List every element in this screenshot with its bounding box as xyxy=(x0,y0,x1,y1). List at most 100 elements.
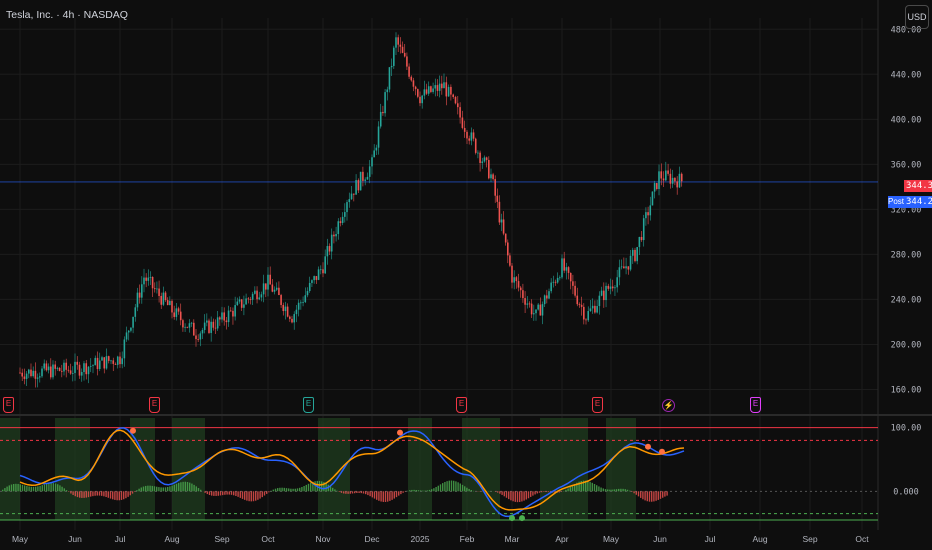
histogram-bar xyxy=(178,482,180,492)
candle-body xyxy=(543,295,546,305)
candle-body xyxy=(219,317,221,320)
candle-body xyxy=(34,370,37,379)
histogram-bar xyxy=(589,481,591,492)
histogram-bar xyxy=(50,483,52,492)
candle-body xyxy=(166,300,169,306)
candle-body xyxy=(362,171,364,181)
candle-body xyxy=(188,323,191,328)
lightning-event-icon[interactable]: ⚡ xyxy=(662,399,675,412)
candle-body xyxy=(656,183,658,189)
candle-body xyxy=(315,276,318,280)
candle-body xyxy=(107,356,110,361)
histogram-bar xyxy=(334,489,336,492)
histogram-bar xyxy=(136,490,138,492)
histogram-bar xyxy=(371,491,373,498)
histogram-bar xyxy=(644,491,646,501)
histogram-bar xyxy=(116,491,118,501)
histogram-bar xyxy=(169,486,171,492)
histogram-bar xyxy=(59,485,61,492)
candle-body xyxy=(488,159,490,179)
histogram-bar xyxy=(442,483,444,492)
earnings-event-icon[interactable]: E xyxy=(3,397,14,413)
candle-body xyxy=(337,221,340,235)
histogram-bar xyxy=(277,488,279,492)
candle-body xyxy=(410,76,413,81)
histogram-bar xyxy=(241,491,244,499)
histogram-bar xyxy=(530,491,532,497)
histogram-bar xyxy=(301,487,303,492)
candle-body xyxy=(537,304,539,310)
candle-body xyxy=(526,303,529,305)
histogram-bar xyxy=(532,491,534,496)
histogram-bar xyxy=(543,491,545,493)
histogram-bar xyxy=(219,491,222,496)
x-tick-label: Sep xyxy=(214,534,229,544)
histogram-bar xyxy=(41,485,43,492)
candle-body xyxy=(297,302,300,310)
earnings-event-icon[interactable]: E xyxy=(750,397,761,413)
candle-body xyxy=(647,212,649,216)
candle-body xyxy=(454,96,457,104)
histogram-bar xyxy=(158,487,160,492)
histogram-bar xyxy=(596,485,598,492)
candle-body xyxy=(591,305,594,309)
candle-body xyxy=(132,316,134,328)
candle-body xyxy=(240,299,243,308)
earnings-event-icon[interactable]: E xyxy=(149,397,160,413)
histogram-bar xyxy=(112,491,114,500)
histogram-bar xyxy=(76,491,79,498)
x-tick-label: Oct xyxy=(261,534,275,544)
histogram-bar xyxy=(602,488,604,492)
candle-body xyxy=(112,360,115,364)
candle-body xyxy=(533,313,535,315)
candle-body xyxy=(63,362,65,372)
candle-body xyxy=(238,299,241,302)
histogram-bar xyxy=(215,491,217,496)
candle-body xyxy=(201,329,204,334)
histogram-bar xyxy=(356,491,358,494)
histogram-bar xyxy=(582,480,585,492)
candle-body xyxy=(229,310,232,312)
candle-body xyxy=(669,173,672,184)
histogram-bar xyxy=(186,481,189,492)
histogram-bar xyxy=(321,481,323,492)
candle-body xyxy=(271,284,274,292)
candle-body xyxy=(364,179,366,181)
histogram-bar xyxy=(74,491,76,497)
histogram-bar xyxy=(79,491,81,498)
histogram-bar xyxy=(450,480,453,492)
histogram-bar xyxy=(184,481,186,492)
candle-body xyxy=(556,277,559,283)
candle-body xyxy=(421,95,423,104)
candle-body xyxy=(406,56,408,67)
currency-button[interactable]: USD xyxy=(905,5,929,29)
histogram-bar xyxy=(288,488,290,492)
candle-body xyxy=(461,117,464,128)
candle-body xyxy=(80,372,83,376)
candle-body xyxy=(130,327,132,331)
candle-body xyxy=(502,219,505,234)
candle-body xyxy=(149,276,152,278)
candle-body xyxy=(284,306,287,312)
histogram-bar xyxy=(294,488,296,492)
earnings-event-icon[interactable]: E xyxy=(456,397,467,413)
candle-body xyxy=(300,302,302,304)
candle-body xyxy=(649,205,652,216)
candle-body xyxy=(395,37,397,48)
histogram-bar xyxy=(508,491,510,500)
candle-body xyxy=(328,246,331,252)
candle-body xyxy=(85,363,88,375)
candle-body xyxy=(414,86,417,90)
earnings-event-icon[interactable]: E xyxy=(592,397,603,413)
candle-body xyxy=(386,89,389,93)
histogram-bar xyxy=(642,491,644,500)
histogram-bar xyxy=(503,491,505,497)
candle-body xyxy=(282,304,285,312)
histogram-bar xyxy=(281,487,283,492)
candle-body xyxy=(50,366,52,378)
histogram-bar xyxy=(296,488,299,492)
histogram-bar xyxy=(48,483,50,492)
earnings-event-icon[interactable]: E xyxy=(303,397,314,413)
histogram-bar xyxy=(318,480,321,492)
